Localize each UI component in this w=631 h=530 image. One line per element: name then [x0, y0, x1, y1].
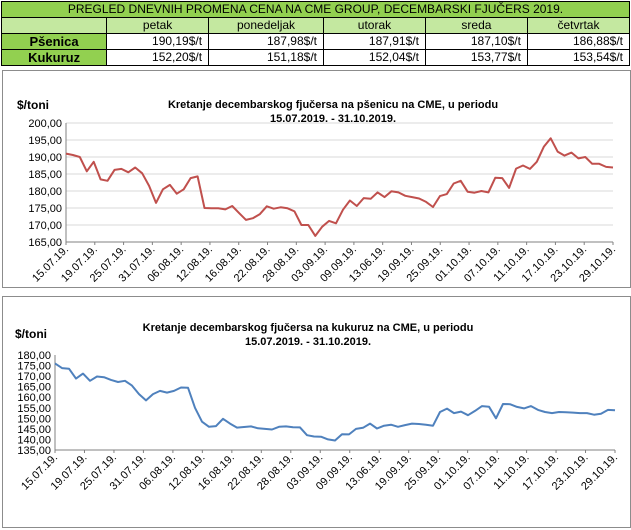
corn-chart-subtitle: 15.07.2019. - 31.10.2019.: [245, 336, 371, 348]
wheat-y-tick-label: 170,00: [28, 220, 62, 232]
table-cell: 151,18$/t: [208, 49, 324, 66]
table-header-monday: ponedeljak: [208, 17, 324, 34]
corn-y-tick-label: 175,00: [17, 361, 51, 373]
table-row: Pšenica 190,19$/t 187,98$/t 187,91$/t 18…: [0, 33, 631, 50]
wheat-chart-title: Kretanje decembarskog fjučersa na pšenic…: [123, 98, 543, 126]
corn-y-tick-label: 150,00: [17, 413, 51, 425]
table-cell: 187,91$/t: [323, 33, 426, 50]
table-header-wednesday: sreda: [424, 17, 528, 34]
corn-chart-title: Kretanje decembarskog fjučersa na kukuru…: [83, 321, 533, 349]
corn-chart-title-line: Kretanje decembarskog fjučersa na kukuru…: [142, 322, 474, 334]
table-cell: 153,77$/t: [424, 49, 528, 66]
table-header-friday: petak: [106, 17, 210, 34]
table-corner-cell: [0, 17, 108, 34]
table-cell: 186,88$/t: [526, 33, 631, 50]
table-cell: 152,04$/t: [323, 49, 426, 66]
wheat-y-tick-label: 180,00: [28, 186, 62, 198]
corn-y-tick-label: 170,00: [17, 371, 51, 383]
wheat-y-axis-label: $/toni: [17, 98, 49, 112]
corn-chart: $/toni Kretanje decembarskog fjučersa na…: [2, 296, 631, 528]
corn-y-tick-label: 135,00: [17, 445, 51, 457]
table-cell: 187,10$/t: [424, 33, 528, 50]
table-header-thursday: četvrtak: [526, 17, 631, 34]
wheat-y-tick-label: 195,00: [28, 135, 62, 147]
corn-y-tick-label: 180,00: [17, 350, 51, 362]
wheat-chart-subtitle: 15.07.2019. - 31.10.2019.: [270, 113, 396, 125]
wheat-y-tick-label: 175,00: [28, 203, 62, 215]
table-title: PREGLED DNEVNIH PROMENA CENA NA CME GROU…: [1, 1, 630, 18]
corn-y-axis-label: $/toni: [15, 327, 47, 341]
corn-y-tick-label: 155,00: [17, 403, 51, 415]
wheat-chart-title-line: Kretanje decembarskog fjučersa na pšenic…: [167, 99, 499, 111]
row-label-corn: Kukuruz: [0, 49, 108, 66]
corn-y-tick-label: 165,00: [17, 382, 51, 394]
wheat-chart-plot: 165,00 170,00 175,00 180,00 185,00 190,00 195,…: [28, 118, 618, 285]
price-change-table: PREGLED DNEVNIH PROMENA CENA NA CME GROU…: [0, 1, 631, 66]
wheat-series-line: [65, 137, 614, 237]
wheat-y-tick-label: 200,00: [28, 118, 62, 130]
corn-y-tick-label: 160,00: [17, 392, 51, 404]
corn-y-tick-label: 140,00: [17, 434, 51, 446]
table-cell: 187,98$/t: [208, 33, 324, 50]
table-row: Kukuruz 152,20$/t 151,18$/t 152,04$/t 15…: [0, 49, 631, 66]
wheat-y-tick-label: 165,00: [28, 237, 62, 249]
table-cell: 152,20$/t: [106, 49, 210, 66]
wheat-y-tick-label: 185,00: [28, 169, 62, 181]
wheat-chart: $/toni Kretanje decembarskog fjučersa na…: [2, 70, 631, 288]
corn-y-tick-label: 145,00: [17, 424, 51, 436]
corn-series-line: [54, 362, 616, 442]
wheat-y-tick-label: 190,00: [28, 152, 62, 164]
table-cell: 190,19$/t: [106, 33, 210, 50]
table-header-tuesday: utorak: [323, 17, 426, 34]
table-cell: 153,54$/t: [526, 49, 631, 66]
row-label-wheat: Pšenica: [0, 33, 108, 50]
corn-chart-plot: 135,00140,00145,00150,00155,00160,00165,…: [17, 350, 620, 493]
